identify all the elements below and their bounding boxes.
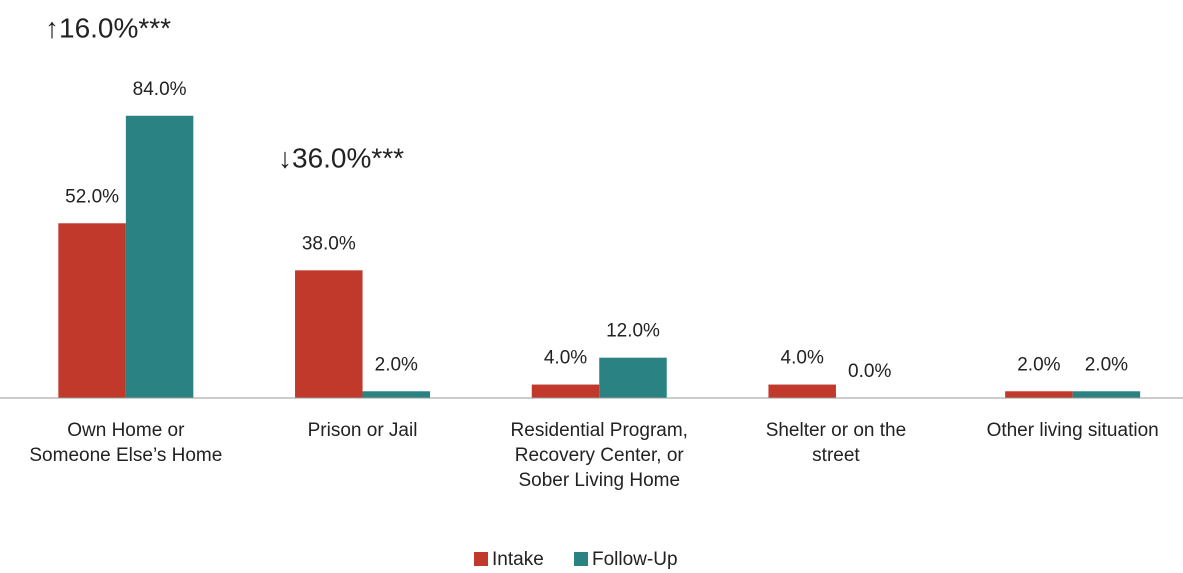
x-tick-label: Residential Program, Recovery Center, or… <box>510 420 688 491</box>
bar <box>125 115 194 398</box>
annotation: ↑16.0%*** <box>45 12 171 43</box>
bar <box>1072 391 1141 398</box>
value-label: 4.0% <box>781 348 824 369</box>
legend-swatch <box>474 552 488 566</box>
legend-swatch <box>574 552 588 566</box>
value-label: 84.0% <box>133 79 187 100</box>
x-tick-label: Shelter or on the street <box>765 420 907 466</box>
annotation: ↓36.0%*** <box>278 142 404 173</box>
bar <box>295 270 363 398</box>
x-tick-label: Own Home or Someone Else’s Home <box>29 420 223 466</box>
value-label: 2.0% <box>375 354 418 375</box>
bar <box>531 384 600 398</box>
value-label: 52.0% <box>65 186 119 207</box>
legend-label: Follow-Up <box>592 549 678 570</box>
value-label: 0.0% <box>848 361 891 382</box>
value-label: 2.0% <box>1085 354 1128 375</box>
x-tick-label: Prison or Jail <box>307 420 418 441</box>
bar <box>1005 391 1073 398</box>
value-label: 2.0% <box>1017 354 1060 375</box>
bar <box>58 223 126 398</box>
x-tick-label: Other living situation <box>986 420 1159 441</box>
bar <box>599 357 667 398</box>
value-label: 12.0% <box>606 321 660 342</box>
value-label: 4.0% <box>544 348 587 369</box>
bar <box>768 384 836 398</box>
bar <box>362 391 431 398</box>
legend-label: Intake <box>492 549 544 570</box>
value-label: 38.0% <box>302 233 356 254</box>
